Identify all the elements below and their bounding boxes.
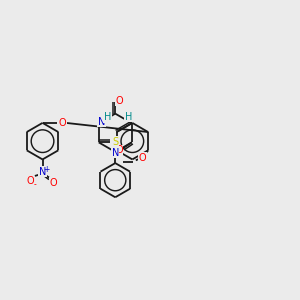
Text: +: +	[43, 165, 50, 174]
Text: N: N	[112, 148, 119, 158]
Text: S: S	[112, 137, 118, 147]
Text: O: O	[50, 178, 57, 188]
Text: O: O	[115, 145, 123, 155]
Text: -: -	[34, 180, 36, 189]
Text: H: H	[124, 112, 132, 122]
Text: O: O	[138, 153, 146, 163]
Text: O: O	[59, 118, 66, 128]
Text: N: N	[98, 117, 105, 127]
Text: O: O	[26, 176, 34, 186]
Text: N: N	[39, 167, 46, 177]
Text: O: O	[116, 96, 123, 106]
Text: H: H	[104, 112, 111, 122]
